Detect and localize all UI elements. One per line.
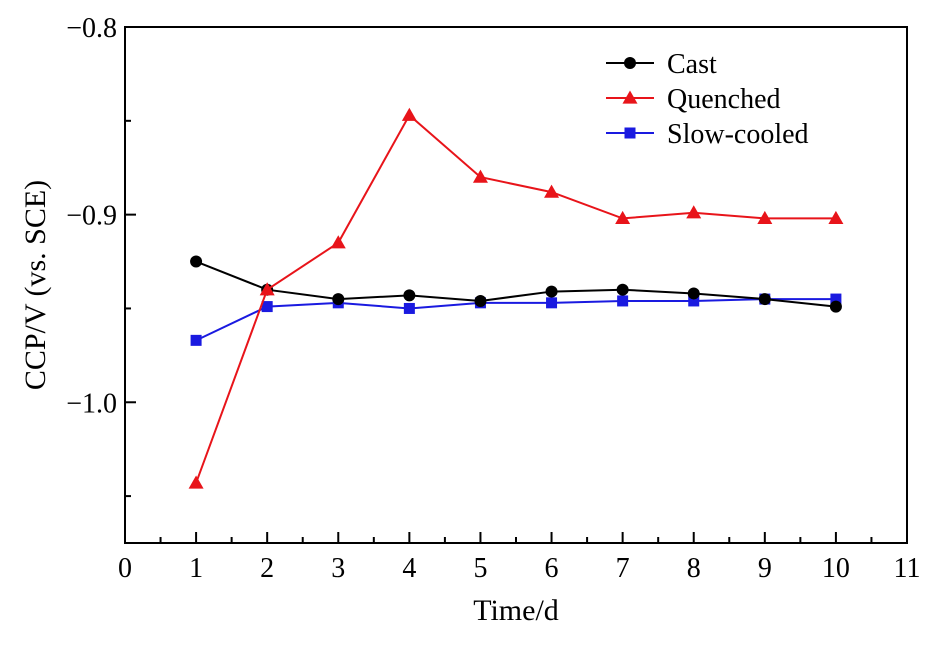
data-point-quenched: [757, 210, 773, 225]
data-point-slow-cooled: [830, 293, 842, 305]
data-point-cast: [616, 283, 629, 296]
data-point-slow-cooled: [546, 297, 558, 309]
x-tick-label: 3: [331, 553, 345, 584]
legend-label-slow-cooled: Slow-cooled: [667, 119, 809, 150]
data-point-slow-cooled: [688, 295, 700, 307]
data-point-quenched: [472, 169, 488, 183]
data-point-cast: [403, 289, 416, 302]
x-tick-label: 0: [118, 553, 132, 584]
y-tick-label: −0.8: [66, 13, 117, 44]
x-tick-label: 11: [894, 553, 921, 584]
data-point-quenched: [615, 210, 631, 225]
series-layer: [188, 107, 844, 489]
legend-marker-slow-cooled: [624, 127, 636, 139]
data-point-slow-cooled: [617, 295, 629, 307]
plot-area: [124, 26, 908, 544]
data-point-slow-cooled: [261, 301, 273, 313]
x-tick-label: 1: [189, 553, 203, 584]
data-point-cast: [545, 285, 558, 298]
data-point-quenched: [401, 107, 417, 121]
y-axis-ticks: −0.8 −0.9 −1.0: [66, 13, 136, 498]
plot-frame: [124, 26, 908, 544]
series-cast: [190, 255, 842, 313]
x-tick-label: 2: [260, 553, 274, 584]
legend-item-cast: Cast: [606, 49, 717, 80]
data-point-cast: [687, 287, 700, 300]
legend-item-slow-cooled: Slow-cooled: [606, 119, 809, 150]
series-line-quenched: [195, 113, 836, 484]
x-tick-label: 6: [545, 553, 559, 584]
data-point-quenched: [188, 475, 204, 489]
series-line-cast: [195, 260, 837, 308]
x-tick-label: 5: [473, 553, 487, 584]
data-point-cast: [829, 300, 842, 313]
series-slow-cooled: [190, 293, 842, 346]
x-tick-label: 8: [687, 553, 701, 584]
legend-marker-quenched: [622, 90, 638, 104]
legend: Cast Quenched Slow-cooled: [606, 49, 809, 150]
data-point-quenched: [686, 205, 702, 219]
data-point-cast: [190, 255, 203, 268]
data-point-quenched: [259, 282, 275, 296]
legend-item-quenched: Quenched: [606, 84, 781, 115]
legend-label-cast: Cast: [667, 49, 717, 80]
legend-marker-cast: [624, 57, 636, 69]
y-tick-label: −0.9: [66, 201, 117, 232]
x-tick-label: 9: [758, 553, 772, 584]
x-axis-title: Time/d: [473, 594, 559, 627]
data-point-cast: [332, 293, 345, 306]
x-axis-ticks: 0 1 2 3 4 5 6 7 8 9 10 11: [118, 532, 920, 584]
x-tick-label: 4: [402, 553, 416, 584]
data-point-quenched: [828, 210, 844, 225]
data-point-cast: [758, 293, 771, 306]
data-point-slow-cooled: [190, 334, 202, 346]
series-quenched: [188, 107, 844, 489]
y-tick-label: −1.0: [66, 388, 117, 419]
data-point-cast: [474, 294, 487, 307]
data-point-quenched: [330, 235, 346, 249]
data-point-slow-cooled: [403, 302, 415, 314]
data-point-quenched: [544, 184, 560, 198]
series-line-slow-cooled: [195, 298, 836, 342]
x-tick-label: 10: [822, 553, 850, 584]
y-axis-title: CCP/V (vs. SCE): [19, 180, 52, 390]
x-tick-label: 7: [616, 553, 630, 584]
legend-label-quenched: Quenched: [667, 84, 781, 115]
